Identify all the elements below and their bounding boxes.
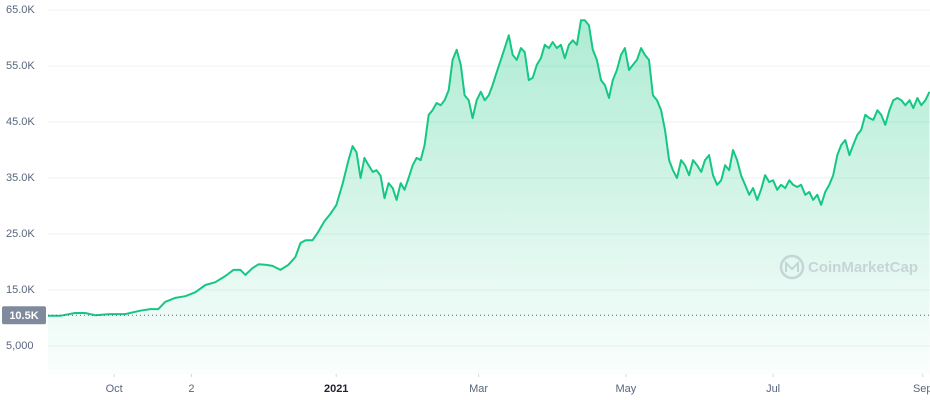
plot [48,19,930,374]
watermark: CoinMarketCap [779,254,918,280]
y-tick-label: 45.0K [6,116,35,128]
reference-label: 10.5K [9,310,38,322]
y-tick-label: 5,000 [6,340,34,352]
x-tick-label: Sep [913,383,930,395]
x-tick-label: Mar [469,383,488,395]
y-tick-label: 25.0K [6,228,35,240]
x-tick-label: May [615,383,636,395]
watermark-logo [779,254,805,280]
watermark-text: CoinMarketCap [808,259,918,276]
price-area [48,20,930,374]
y-tick-label: 35.0K [6,172,35,184]
x-tick-label: Oct [106,383,123,395]
x-tick-label: Jul [766,383,780,395]
y-tick-label: 65.0K [6,4,35,16]
watermark-logo-mark [785,260,799,272]
price-line [48,19,930,317]
reference-label-box [2,306,46,325]
labels: 5,000 15.0K 25.0K 35.0K 45.0K 55.0K 65.0K Oct 2 2… [2,4,930,395]
y-tick-label: 55.0K [6,60,35,72]
x-tick-label: 2 [188,383,194,395]
x-tick-label: 2021 [324,383,348,395]
y-tick-label: 15.0K [6,284,35,296]
